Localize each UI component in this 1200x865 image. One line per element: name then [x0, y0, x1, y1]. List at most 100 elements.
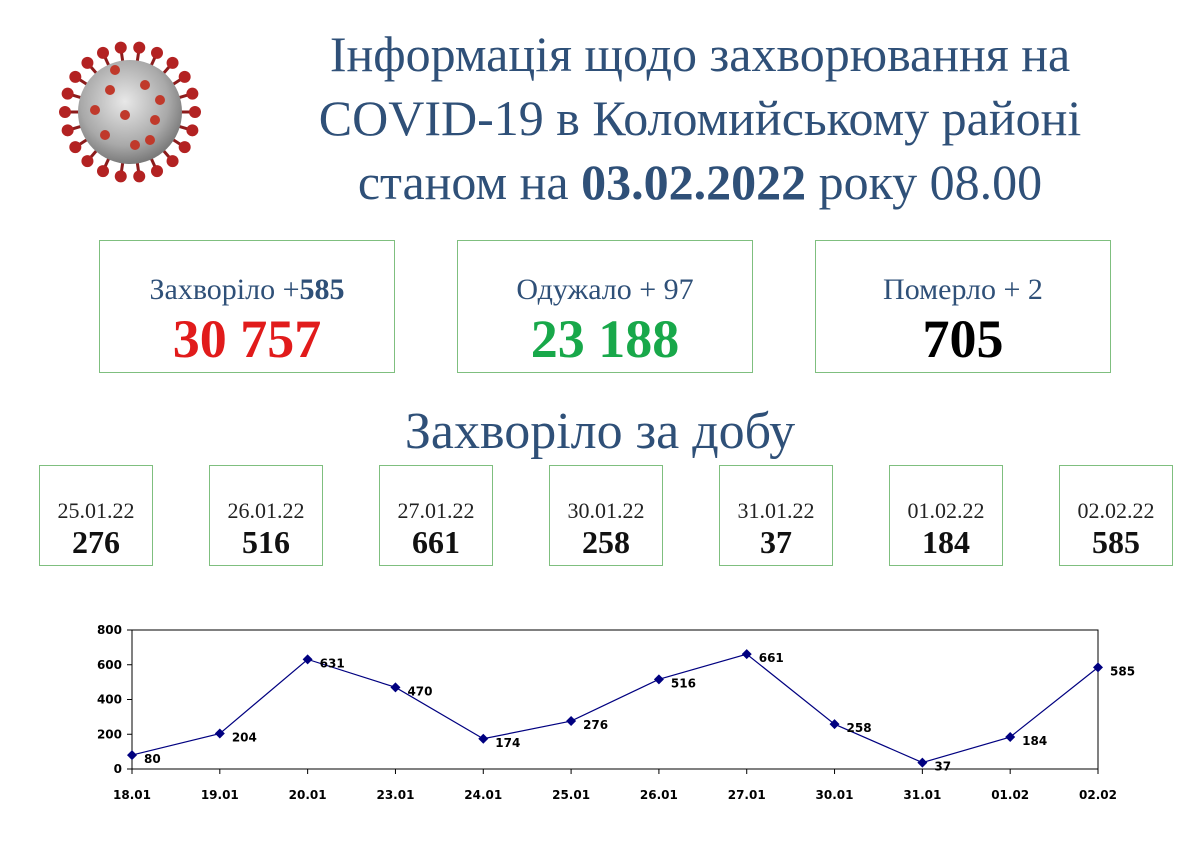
virus-surface-protein	[130, 140, 140, 150]
data-label: 184	[1022, 734, 1047, 748]
x-tick-label: 20.01	[289, 788, 327, 802]
virus-spike-head	[151, 165, 164, 178]
x-tick-label: 30.01	[816, 788, 854, 802]
coronavirus-icon	[59, 41, 201, 183]
virus-spike-head	[133, 170, 146, 183]
series-line	[131, 653, 1099, 764]
virus-spike-head	[96, 46, 109, 59]
data-point	[127, 750, 137, 761]
x-tick-label: 25.01	[552, 788, 590, 802]
virus-surface-protein	[150, 115, 160, 125]
stat-delta-sick: 585	[299, 273, 345, 306]
data-point	[1005, 732, 1016, 743]
data-point	[478, 733, 489, 744]
title-line-2: COVID-19 в Коломийському районі	[318, 90, 1082, 146]
page-title: Інформація щодо захворювання на COVID-19…	[235, 22, 1165, 214]
data-point	[214, 728, 225, 739]
virus-surface-protein	[155, 95, 165, 105]
virus-spike-head	[133, 41, 146, 54]
stat-value-deaths: 705	[922, 309, 1004, 369]
stat-value-recovered: 23 188	[530, 309, 680, 369]
data-label: 661	[759, 651, 784, 665]
virus-spike-head	[61, 124, 74, 137]
title-line-3: станом на 03.02.2022 року 08.00	[235, 150, 1165, 214]
x-tick-label: 24.01	[464, 788, 502, 802]
daily-cases-line-chart: 0 200 400 600 800 18.01 19.01 20.01 23.01 24.01 25…	[97, 623, 1135, 802]
data-label: 585	[1110, 664, 1135, 678]
stat-label-recovered: Одужало + 97	[516, 273, 694, 306]
day-box: 01.02.22 184	[889, 465, 1003, 566]
data-point	[917, 757, 928, 768]
stat-value-sick: 30 757	[172, 309, 322, 369]
data-label: 631	[320, 656, 345, 670]
stat-box-recovered: Одужало + 97 23 188	[457, 240, 753, 373]
virus-spike-head	[178, 70, 191, 83]
data-point	[1093, 662, 1103, 673]
virus-spike-head	[186, 124, 199, 137]
virus-spike-head	[59, 106, 71, 118]
title-date: 03.02.2022	[581, 154, 807, 210]
data-label: 276	[583, 718, 608, 732]
y-tick-label: 200	[97, 727, 122, 741]
virus-surface-protein	[140, 80, 150, 90]
data-label: 470	[407, 684, 432, 698]
x-tick-label: 02.02	[1079, 788, 1117, 802]
day-box: 27.01.22 661	[379, 465, 493, 566]
day-date: 25.01.22	[57, 498, 135, 523]
daily-title: Захворіло за добу	[404, 403, 796, 460]
virus-spike-head	[114, 170, 127, 183]
data-label: 37	[934, 760, 951, 774]
y-tick-label: 600	[97, 658, 122, 672]
virus-spike-head	[61, 87, 74, 100]
x-tick-label: 26.01	[640, 788, 678, 802]
virus-spike-head	[96, 165, 109, 178]
data-label: 80	[144, 752, 161, 766]
virus-surface-protein	[90, 105, 100, 115]
title-line-1: Інформація щодо захворювання на	[329, 26, 1071, 82]
y-tick-label: 400	[97, 693, 122, 707]
data-point	[302, 654, 313, 665]
day-value: 661	[412, 524, 460, 560]
day-box: 25.01.22 276	[39, 465, 153, 566]
day-value: 184	[922, 524, 970, 560]
day-date: 30.01.22	[567, 498, 645, 523]
data-label: 516	[671, 676, 696, 690]
x-tick-label: 19.01	[201, 788, 239, 802]
day-date: 26.01.22	[227, 498, 305, 523]
data-label: 174	[495, 736, 520, 750]
virus-spike-head	[81, 155, 94, 168]
data-point	[653, 674, 664, 685]
day-value: 258	[582, 524, 630, 560]
virus-spike-head	[69, 70, 82, 83]
x-tick-label: 18.01	[113, 788, 151, 802]
day-box: 30.01.22 258	[549, 465, 663, 566]
virus-spike-head	[114, 41, 127, 54]
day-value: 37	[760, 524, 792, 560]
virus-spike-head	[69, 141, 82, 154]
x-tick-label: 01.02	[991, 788, 1029, 802]
data-point	[741, 649, 752, 660]
x-tick-label: 23.01	[376, 788, 414, 802]
day-value: 276	[72, 524, 120, 560]
virus-surface-protein	[105, 85, 115, 95]
virus-spike-head	[166, 56, 179, 69]
day-box: 26.01.22 516	[209, 465, 323, 566]
day-value: 585	[1092, 524, 1140, 560]
data-label: 204	[232, 731, 257, 745]
day-date: 31.01.22	[737, 498, 815, 523]
data-point	[566, 716, 577, 727]
virus-spike-head	[186, 87, 199, 100]
data-label: 258	[847, 721, 872, 735]
virus-spike-head	[166, 155, 179, 168]
x-tick-label: 31.01	[903, 788, 941, 802]
virus-spike-head	[81, 56, 94, 69]
virus-surface-protein	[145, 135, 155, 145]
stat-box-sick: Захворіло +585 30 757	[99, 240, 395, 373]
virus-surface-protein	[120, 110, 130, 120]
y-tick-label: 800	[97, 623, 122, 637]
virus-spike-head	[189, 106, 201, 118]
data-point	[390, 682, 401, 693]
day-date: 02.02.22	[1077, 498, 1155, 523]
day-date: 27.01.22	[397, 498, 475, 523]
x-tick-label: 27.01	[728, 788, 766, 802]
